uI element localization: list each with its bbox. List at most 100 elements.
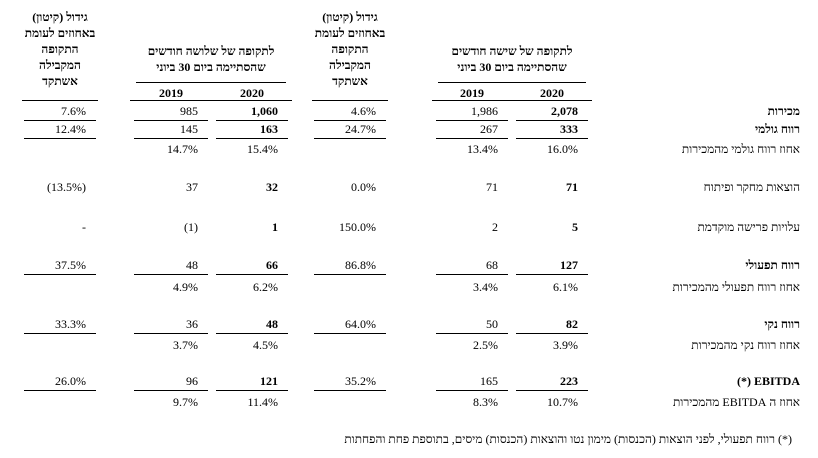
header-text: גידול (קיטון): [32, 10, 88, 24]
cell: 2,078: [551, 104, 578, 118]
cell: 6.1%: [553, 280, 578, 294]
cell: 0.0%: [351, 180, 376, 194]
row-label: אחוז רווח נקי מהמכירות: [691, 338, 800, 352]
cell: 8.3%: [473, 395, 498, 409]
header-text: התקופה: [41, 42, 79, 56]
cell: 145: [180, 122, 198, 136]
header-text: שהסתיימה ביום 30 ביוני: [457, 60, 567, 74]
header-text: גידול (קיטון): [322, 10, 378, 24]
year: 2020: [240, 86, 264, 100]
rule: [24, 274, 96, 275]
rule: [436, 138, 508, 139]
rule: [134, 274, 208, 275]
cell: 163: [260, 122, 278, 136]
row-label: רווח גולמי: [754, 122, 800, 136]
cell: 3.9%: [553, 338, 578, 352]
rule: [314, 390, 386, 391]
cell: 267: [480, 122, 498, 136]
rule: [516, 120, 588, 121]
rule: [24, 333, 96, 334]
cell: 64.0%: [345, 317, 376, 331]
header-text: באחוזים לעומת: [24, 26, 96, 40]
header-text: באחוזים לעומת: [314, 26, 386, 40]
rule: [134, 390, 208, 391]
header-text: המקבילה: [39, 58, 81, 72]
cell: 48: [266, 317, 278, 331]
rule: [516, 274, 588, 275]
row-label: אחוז ה EBITDA מהמכירות: [672, 395, 800, 409]
year: 2019: [159, 86, 183, 100]
cell: 32: [266, 180, 278, 194]
cell: 223: [560, 374, 578, 388]
header-text: התקופה: [331, 42, 369, 56]
cell: 66: [266, 258, 278, 272]
rule: [314, 138, 386, 139]
rule: [216, 390, 288, 391]
row-label: אחוז רווח גולמי מהמכירות: [681, 142, 800, 156]
cell: 121: [260, 374, 278, 388]
rule: [134, 138, 208, 139]
cell: 13.4%: [467, 142, 498, 156]
cell: 10.7%: [547, 395, 578, 409]
row-label: רווח נקי: [764, 317, 800, 331]
rule: [516, 333, 588, 334]
cell: 1: [272, 220, 278, 234]
cell: 15.4%: [247, 142, 278, 156]
cell: 165: [480, 374, 498, 388]
rule: [216, 120, 288, 121]
rule: [436, 274, 508, 275]
rule: [438, 82, 586, 83]
rule: [22, 100, 98, 101]
cell: 2.5%: [473, 338, 498, 352]
rule: [436, 120, 508, 121]
row-label: EBITDA (*): [736, 374, 800, 388]
rule: [216, 274, 288, 275]
header-text: לתקופה של שישה חודשים: [451, 44, 573, 58]
year: 2020: [540, 86, 564, 100]
cell: 127: [560, 258, 578, 272]
rule: [216, 138, 288, 139]
cell: 1,986: [471, 104, 498, 118]
cell: 3.7%: [173, 338, 198, 352]
rule: [134, 120, 208, 121]
cell: 985: [180, 104, 198, 118]
rule: [314, 274, 386, 275]
rule: [136, 82, 286, 83]
cell: 33.3%: [55, 317, 86, 331]
row-label: מכירות: [767, 104, 800, 118]
cell: 16.0%: [547, 142, 578, 156]
rule: [436, 390, 508, 391]
header-text: שהסתיימה ביום 30 ביוני: [156, 60, 266, 74]
cell: 4.9%: [173, 280, 198, 294]
footnote: (*) רווח תפעולי, לפני הוצאות (הכנסות) מי…: [344, 432, 792, 446]
rule: [24, 138, 96, 139]
cell: 36: [186, 317, 198, 331]
cell: 26.0%: [55, 374, 86, 388]
cell: 7.6%: [61, 104, 86, 118]
rule: [24, 390, 96, 391]
cell: 2: [492, 220, 498, 234]
cell: 71: [486, 180, 498, 194]
cell: 11.4%: [247, 395, 278, 409]
header-text: המקבילה: [329, 58, 371, 72]
cell: -: [82, 220, 86, 234]
cell: (13.5%): [47, 180, 86, 194]
cell: 37: [186, 180, 198, 194]
cell: 14.7%: [167, 142, 198, 156]
rule: [436, 333, 508, 334]
rule: [130, 100, 292, 101]
header-text: אשתקד: [332, 74, 368, 88]
cell: 24.7%: [345, 122, 376, 136]
cell: 50: [486, 317, 498, 331]
cell: 68: [486, 258, 498, 272]
rule: [312, 100, 388, 101]
cell: 6.2%: [253, 280, 278, 294]
row-label: עלויות פרישה מוקדמת: [697, 220, 800, 234]
cell: (1): [184, 220, 198, 234]
cell: 3.4%: [473, 280, 498, 294]
rule: [516, 390, 588, 391]
cell: 1,060: [251, 104, 278, 118]
row-label: הוצאות מחקר ופיתוח: [703, 180, 800, 194]
cell: 150.0%: [339, 220, 376, 234]
